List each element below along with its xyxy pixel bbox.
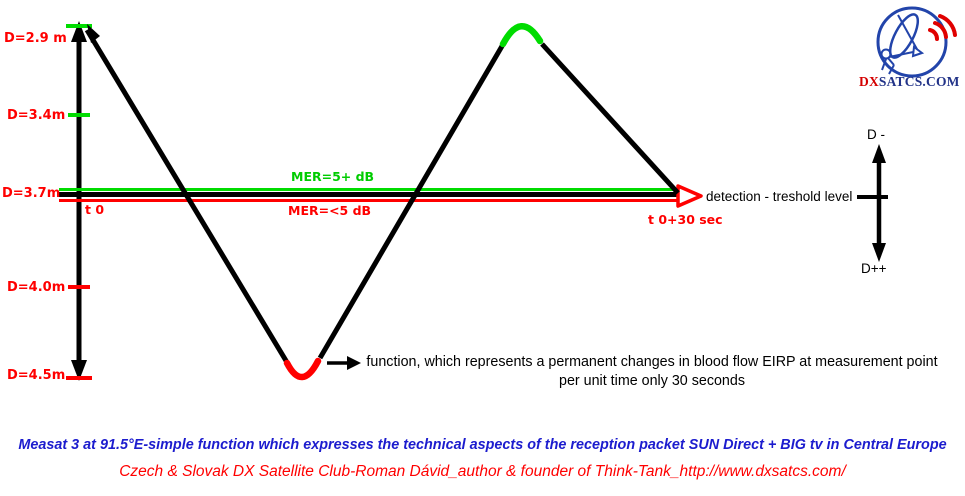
- axis-label-4-0m: D=4.0m: [7, 280, 66, 295]
- tick-4-0m: [68, 285, 90, 289]
- detection-threshold-label: detection - treshold level: [706, 189, 853, 204]
- satellite-dish-icon: [876, 6, 957, 78]
- function-annotation-line2: per unit time only 30 seconds: [559, 373, 745, 389]
- gauge-bottom-label: D++: [861, 261, 887, 276]
- caption-author: Czech & Slovak DX Satellite Club-Roman D…: [119, 463, 846, 480]
- tick-3-4m: [68, 113, 90, 117]
- threshold-line-green: [59, 188, 677, 191]
- curve-maximum-green: [499, 23, 544, 48]
- time-end-label: t 0+30 sec: [648, 212, 723, 227]
- logo-wordmark-com: SATCS.COM: [878, 74, 960, 89]
- gauge-top-label: D -: [867, 127, 885, 142]
- d-gauge-arrow: [872, 144, 886, 262]
- logo-wordmark: DXSATCS.COM: [859, 74, 960, 90]
- signal-waves-icon: [928, 14, 957, 41]
- tick-2-9m: [66, 24, 92, 28]
- curve-start-arrowhead: [87, 24, 100, 43]
- axis-label-3-4m: D=3.4m: [7, 108, 66, 123]
- signal-function-curve: [84, 23, 680, 381]
- axis-arrow-up: [71, 21, 87, 42]
- time-start-label: t 0: [85, 202, 105, 217]
- function-annotation: function, which represents a permanent c…: [357, 353, 947, 391]
- threshold-end-arrow: [676, 184, 703, 208]
- gauge-arrow-down: [872, 243, 886, 262]
- threshold-lines: [59, 188, 677, 202]
- mer-below-label: MER=<5 dB: [288, 203, 372, 218]
- axis-label-3-7m: D=3.7m: [2, 186, 61, 201]
- axis-label-4-5m: D=4.5m: [7, 368, 66, 383]
- logo-wordmark-dx: DX: [859, 74, 879, 89]
- axis-arrow-down: [71, 360, 87, 381]
- curve-minimum-red: [283, 357, 322, 381]
- gauge-arrow-up: [872, 144, 886, 163]
- caption-measat: Measat 3 at 91.5°E-simple function which…: [18, 437, 947, 453]
- function-annotation-line1: function, which represents a permanent c…: [366, 354, 938, 370]
- annotation-pointer-arrow: [327, 356, 361, 370]
- threshold-line-black: [59, 192, 677, 197]
- tick-4-5m: [66, 376, 92, 380]
- axis-label-2-9m: D=2.9 m: [4, 31, 67, 46]
- mer-above-label: MER=5+ dB: [291, 169, 375, 184]
- dxsatcs-logo: DXSATCS.COM: [856, 2, 962, 94]
- threshold-line-red: [59, 199, 677, 202]
